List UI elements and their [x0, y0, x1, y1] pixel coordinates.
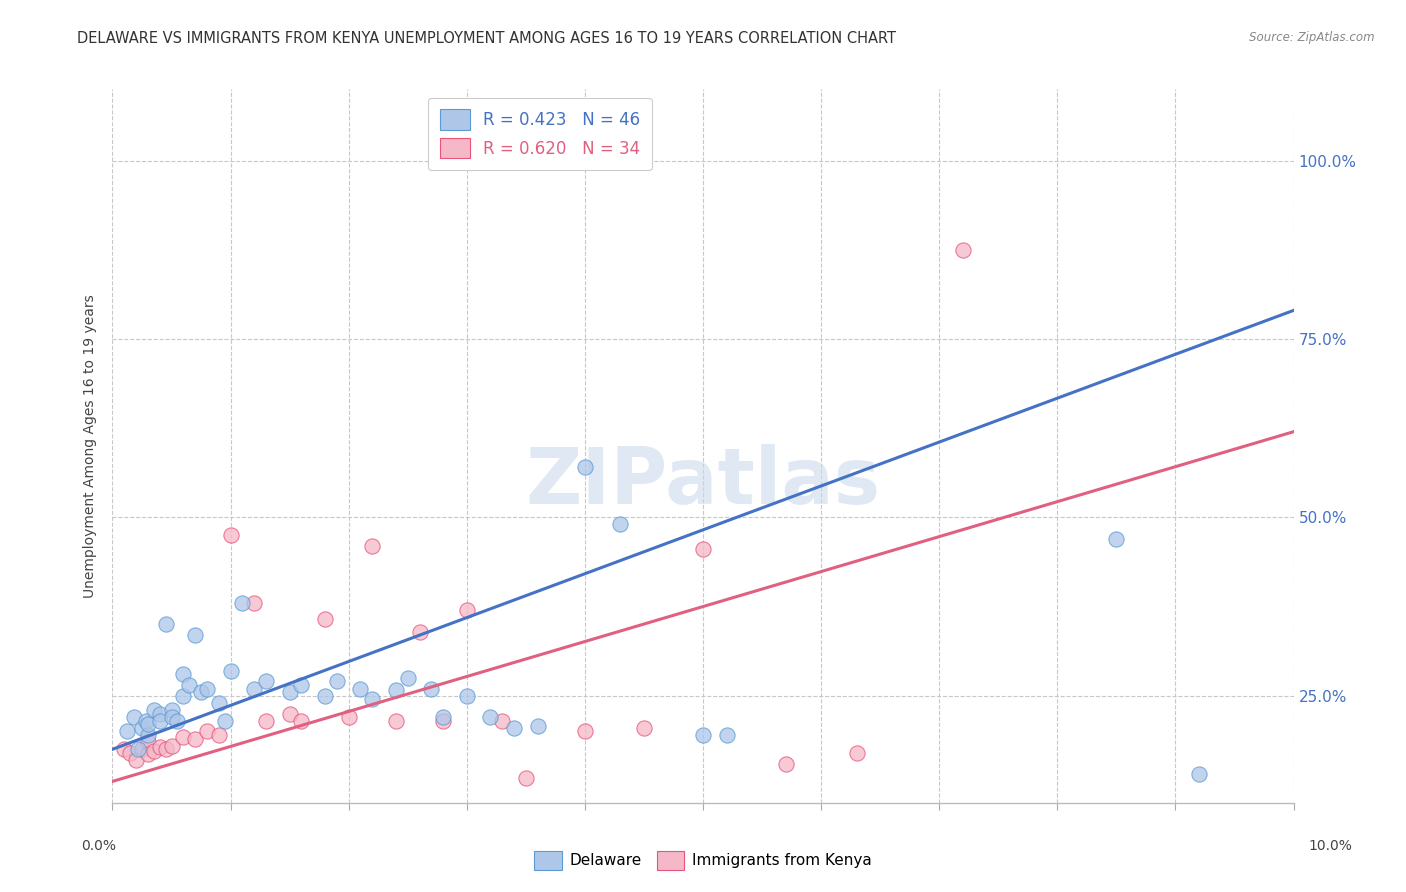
Point — [190, 685, 212, 699]
Point — [184, 731, 207, 746]
Point — [432, 710, 454, 724]
Text: 10.0%: 10.0% — [1309, 838, 1353, 853]
Point — [155, 742, 177, 756]
Point — [290, 714, 312, 728]
Point — [326, 674, 349, 689]
Point — [479, 710, 502, 724]
Point — [219, 528, 242, 542]
Point — [136, 717, 159, 731]
Point — [208, 696, 231, 710]
Point — [775, 756, 797, 771]
Point — [633, 721, 655, 735]
Point — [290, 678, 312, 692]
Text: Source: ZipAtlas.com: Source: ZipAtlas.com — [1250, 31, 1375, 45]
Point — [160, 710, 183, 724]
Text: ZIPatlas: ZIPatlas — [526, 443, 880, 520]
Point — [845, 746, 868, 760]
Y-axis label: Unemployment Among Ages 16 to 19 years: Unemployment Among Ages 16 to 19 years — [83, 294, 97, 598]
Point — [155, 617, 177, 632]
Point — [172, 667, 194, 681]
Point — [432, 714, 454, 728]
Point — [254, 714, 277, 728]
Point — [172, 730, 194, 744]
Point — [526, 719, 548, 733]
Point — [160, 739, 183, 753]
Point — [208, 728, 231, 742]
Point — [219, 664, 242, 678]
Text: DELAWARE VS IMMIGRANTS FROM KENYA UNEMPLOYMENT AMONG AGES 16 TO 19 YEARS CORRELA: DELAWARE VS IMMIGRANTS FROM KENYA UNEMPL… — [77, 31, 897, 46]
Point — [574, 460, 596, 475]
Point — [131, 721, 153, 735]
Legend: R = 0.423   N = 46, R = 0.620   N = 34: R = 0.423 N = 46, R = 0.620 N = 34 — [427, 97, 651, 169]
Point — [574, 724, 596, 739]
Point — [160, 703, 183, 717]
Point — [408, 624, 430, 639]
Point — [184, 628, 207, 642]
Point — [142, 744, 165, 758]
Point — [243, 681, 266, 696]
Point — [503, 721, 526, 735]
Point — [314, 612, 336, 626]
Point — [142, 703, 165, 717]
Point — [337, 710, 360, 724]
Point — [149, 714, 172, 728]
Point — [172, 689, 194, 703]
Point — [716, 728, 738, 742]
Point — [420, 681, 443, 696]
Point — [349, 681, 371, 696]
Point — [120, 746, 142, 760]
Point — [692, 542, 714, 557]
Point — [609, 517, 631, 532]
Point — [254, 674, 277, 689]
Point — [278, 706, 301, 721]
Point — [231, 596, 253, 610]
Point — [361, 692, 384, 706]
Point — [456, 689, 478, 703]
Point — [491, 714, 513, 728]
Point — [127, 742, 149, 756]
Point — [195, 724, 218, 739]
Point — [1105, 532, 1128, 546]
Point — [136, 728, 159, 742]
Point — [179, 678, 201, 692]
Point — [136, 747, 159, 762]
Point — [195, 681, 218, 696]
Point — [214, 714, 236, 728]
Point — [243, 596, 266, 610]
Point — [385, 714, 408, 728]
Point — [122, 710, 145, 724]
Legend: Delaware, Immigrants from Kenya: Delaware, Immigrants from Kenya — [527, 843, 879, 877]
Point — [149, 740, 172, 755]
Point — [385, 683, 408, 698]
Point — [456, 603, 478, 617]
Point — [361, 539, 384, 553]
Text: 0.0%: 0.0% — [82, 838, 117, 853]
Point — [131, 742, 153, 756]
Point — [149, 706, 172, 721]
Point — [1188, 767, 1211, 781]
Point — [314, 689, 336, 703]
Point — [278, 685, 301, 699]
Point — [115, 724, 138, 739]
Point — [515, 771, 537, 785]
Point — [125, 753, 148, 767]
Point — [112, 742, 135, 756]
Point — [396, 671, 419, 685]
Point — [952, 243, 974, 257]
Point — [135, 714, 157, 728]
Point — [136, 735, 159, 749]
Point — [692, 728, 714, 742]
Point — [166, 714, 188, 728]
